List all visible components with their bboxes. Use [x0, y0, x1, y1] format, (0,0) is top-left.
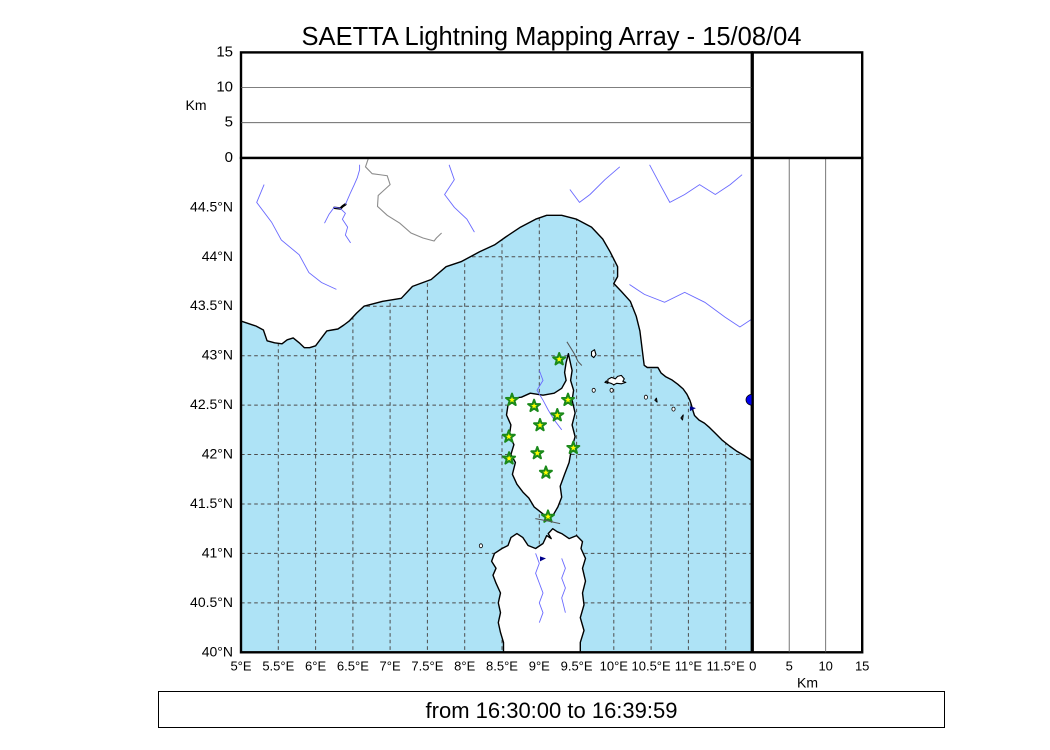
svg-text:44.5°N: 44.5°N [190, 198, 233, 214]
svg-text:10.5°E: 10.5°E [632, 658, 672, 673]
svg-text:43°N: 43°N [202, 347, 233, 363]
svg-text:41.5°N: 41.5°N [190, 495, 233, 511]
svg-text:11°E: 11°E [675, 658, 703, 673]
svg-text:0: 0 [749, 658, 756, 673]
svg-text:8°E: 8°E [454, 658, 475, 673]
svg-text:9.5°E: 9.5°E [561, 658, 593, 673]
svg-text:7.5°E: 7.5°E [411, 658, 443, 673]
svg-text:8.5°E: 8.5°E [486, 658, 518, 673]
svg-text:42.5°N: 42.5°N [190, 396, 233, 412]
svg-text:6°E: 6°E [305, 658, 326, 673]
svg-text:10°E: 10°E [600, 658, 629, 673]
svg-text:7°E: 7°E [380, 658, 401, 673]
svg-text:5°E: 5°E [230, 658, 251, 673]
svg-text:44°N: 44°N [202, 248, 233, 264]
svg-text:11.5°E: 11.5°E [707, 658, 746, 673]
svg-text:9°E: 9°E [529, 658, 550, 673]
svg-text:10: 10 [216, 79, 233, 96]
svg-text:40.5°N: 40.5°N [190, 594, 233, 610]
svg-text:5.5°E: 5.5°E [262, 658, 294, 673]
svg-text:6.5°E: 6.5°E [337, 658, 369, 673]
svg-text:40°N: 40°N [202, 643, 233, 659]
svg-text:10: 10 [818, 658, 832, 673]
svg-text:15: 15 [216, 43, 233, 60]
svg-text:0: 0 [225, 149, 233, 166]
svg-text:5: 5 [225, 114, 233, 131]
svg-text:Km: Km [797, 674, 818, 690]
svg-text:41°N: 41°N [202, 544, 233, 560]
svg-text:43.5°N: 43.5°N [190, 297, 233, 313]
svg-text:15: 15 [855, 658, 869, 673]
svg-text:5: 5 [786, 658, 793, 673]
svg-text:42°N: 42°N [202, 446, 233, 462]
svg-text:Km: Km [186, 97, 207, 113]
